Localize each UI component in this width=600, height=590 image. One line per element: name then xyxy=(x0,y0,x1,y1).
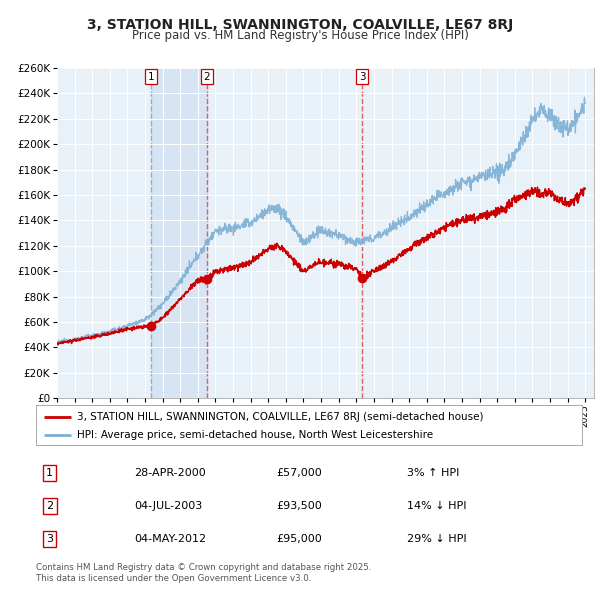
Bar xyxy=(151,68,207,398)
Text: 3, STATION HILL, SWANNINGTON, COALVILLE, LE67 8RJ (semi-detached house): 3, STATION HILL, SWANNINGTON, COALVILLE,… xyxy=(77,412,484,422)
Text: 3: 3 xyxy=(359,71,365,81)
Text: Price paid vs. HM Land Registry's House Price Index (HPI): Price paid vs. HM Land Registry's House … xyxy=(131,30,469,42)
Text: 04-JUL-2003: 04-JUL-2003 xyxy=(134,501,203,511)
Text: Contains HM Land Registry data © Crown copyright and database right 2025.
This d: Contains HM Land Registry data © Crown c… xyxy=(36,563,371,583)
Text: 2: 2 xyxy=(203,71,210,81)
Text: 28-APR-2000: 28-APR-2000 xyxy=(134,468,206,478)
Text: HPI: Average price, semi-detached house, North West Leicestershire: HPI: Average price, semi-detached house,… xyxy=(77,431,433,440)
Text: 1: 1 xyxy=(46,468,53,478)
Text: £95,000: £95,000 xyxy=(276,534,322,544)
Text: 14% ↓ HPI: 14% ↓ HPI xyxy=(407,501,467,511)
Text: £93,500: £93,500 xyxy=(276,501,322,511)
Text: 3: 3 xyxy=(46,534,53,544)
Text: 04-MAY-2012: 04-MAY-2012 xyxy=(134,534,206,544)
Text: £57,000: £57,000 xyxy=(276,468,322,478)
Text: 3, STATION HILL, SWANNINGTON, COALVILLE, LE67 8RJ: 3, STATION HILL, SWANNINGTON, COALVILLE,… xyxy=(87,18,513,32)
Text: 1: 1 xyxy=(148,71,154,81)
Text: 29% ↓ HPI: 29% ↓ HPI xyxy=(407,534,467,544)
Text: 3% ↑ HPI: 3% ↑ HPI xyxy=(407,468,460,478)
Text: 2: 2 xyxy=(46,501,53,511)
